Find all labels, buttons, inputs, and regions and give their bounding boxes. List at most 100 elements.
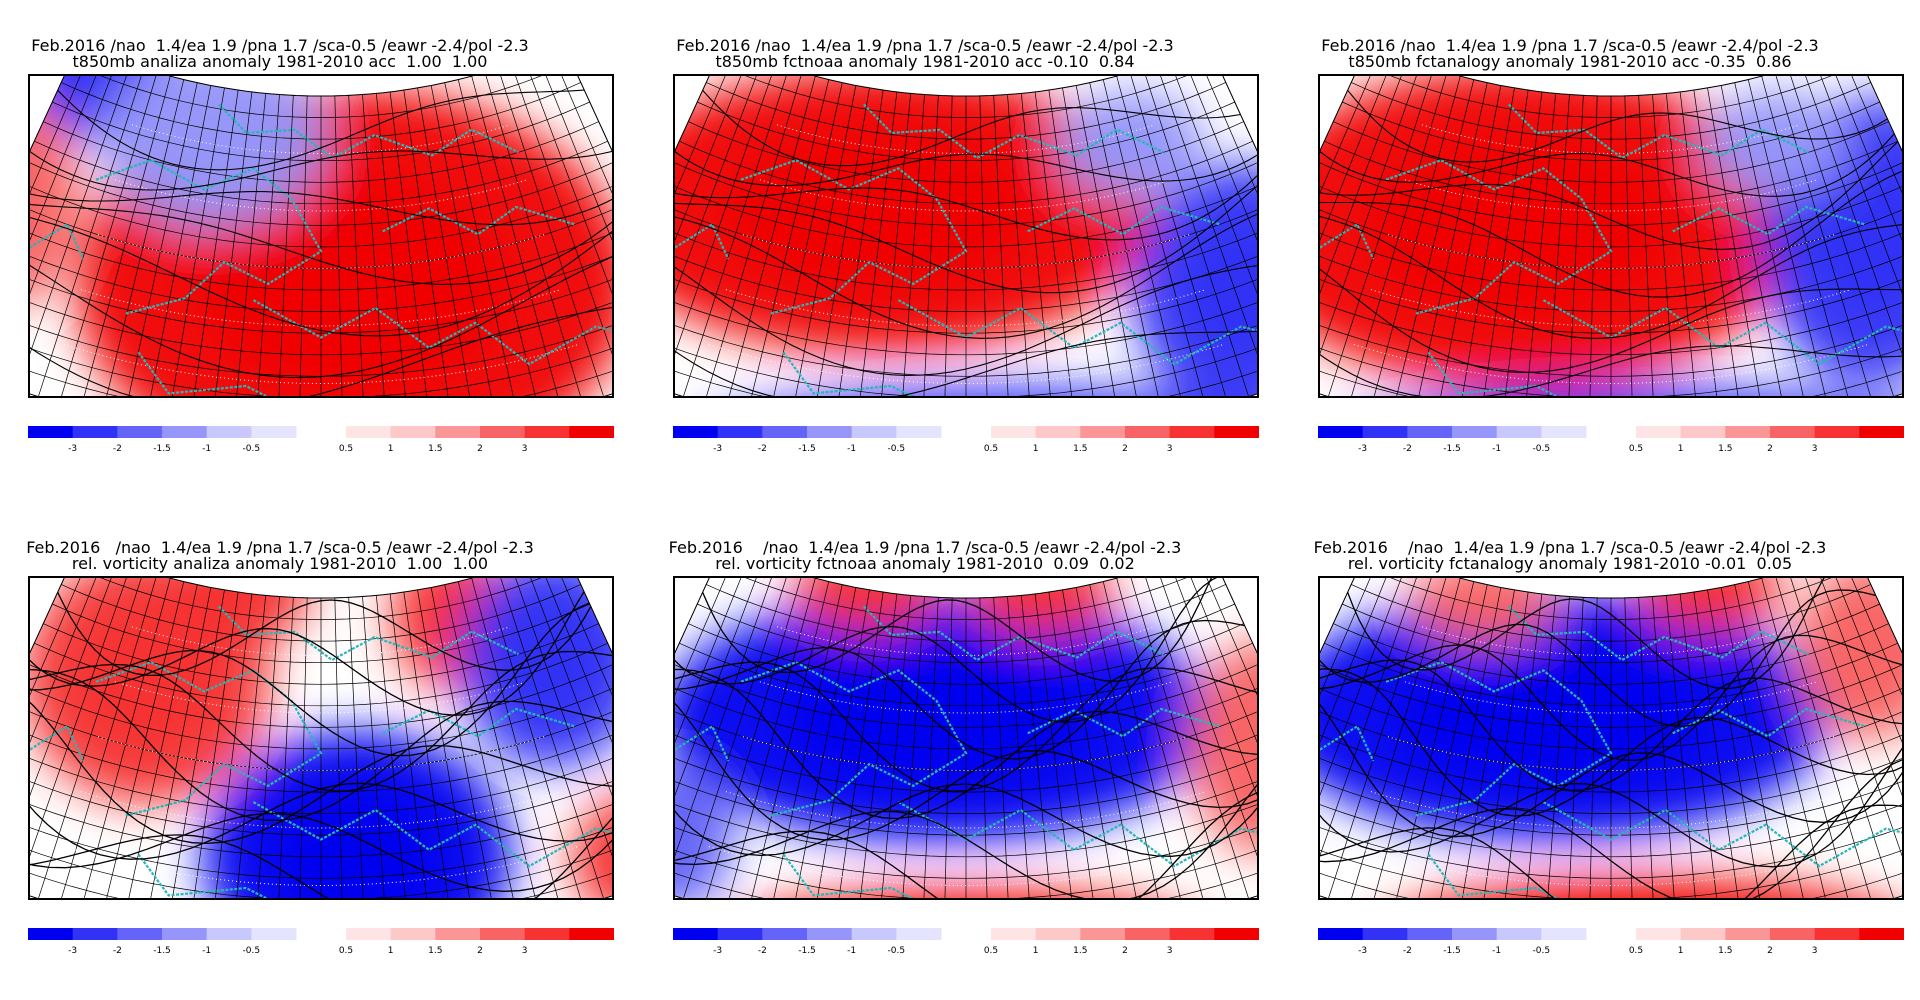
legend-swatch-negative bbox=[807, 928, 853, 940]
anomaly-core bbox=[1365, 138, 1673, 318]
legend-swatch-positive bbox=[435, 928, 481, 940]
panel-title-line1: Feb.2016 /nao 1.4/ea 1.9 /pna 1.7 /sca-0… bbox=[1321, 36, 1819, 55]
legend-swatch-positive bbox=[1125, 426, 1171, 438]
legend-swatch-positive bbox=[1214, 928, 1259, 940]
anomaly-core bbox=[1735, 113, 1818, 174]
legend-swatch-negative bbox=[28, 928, 74, 940]
dotted-graticule bbox=[1353, 124, 1869, 385]
legend-tick-label: -1 bbox=[202, 444, 211, 454]
legend-tick-label: 0.5 bbox=[339, 946, 353, 956]
legend-tick-label: 1 bbox=[1033, 444, 1039, 454]
legend-tick-label: 1 bbox=[388, 444, 394, 454]
legend-swatch-negative bbox=[851, 426, 897, 438]
map-panel-vort-analiza: Feb.2016 /nao 1.4/ea 1.9 /pna 1.7 /sca-0… bbox=[0, 540, 614, 1000]
legend-swatch-positive bbox=[1814, 928, 1860, 940]
legend-swatch-positive bbox=[1725, 928, 1771, 940]
legend-swatch-negative bbox=[1362, 426, 1408, 438]
legend-swatch-positive bbox=[1080, 928, 1126, 940]
legend-swatch-positive bbox=[1080, 426, 1126, 438]
legend-tick-label: -1.5 bbox=[153, 444, 171, 454]
legend-swatch-negative bbox=[117, 426, 163, 438]
legend-tick-label: 1.5 bbox=[1073, 946, 1087, 956]
legend-swatch-positive bbox=[1814, 426, 1860, 438]
legend-swatch-negative bbox=[1452, 426, 1498, 438]
legend-swatch-negative bbox=[206, 928, 252, 940]
contour-lines bbox=[1320, 578, 1902, 898]
legend-swatch-negative bbox=[1362, 928, 1408, 940]
legend-swatch-positive bbox=[1770, 426, 1816, 438]
panel-title-line1: Feb.2016 /nao 1.4/ea 1.9 /pna 1.7 /sca-0… bbox=[26, 538, 534, 557]
legend-swatch-positive bbox=[1680, 426, 1726, 438]
legend-swatch-negative bbox=[72, 928, 118, 940]
panel-title-line2: rel. vorticity fctnoaa anomaly 1981-2010… bbox=[715, 554, 1135, 573]
legend-swatch-negative bbox=[1452, 928, 1498, 940]
legend-tick-label: 1.5 bbox=[1718, 444, 1732, 454]
legend-tick-label: 0.5 bbox=[984, 444, 998, 454]
anomaly-core bbox=[722, 131, 1030, 291]
legend-tick-label: 2 bbox=[1122, 444, 1128, 454]
color-legend: -3 -2 -1.5 -1 -0.5 0.5 1 1.5 2 3 bbox=[28, 922, 614, 962]
legend-swatch-negative bbox=[1541, 928, 1587, 940]
legend-swatch-negative bbox=[1541, 426, 1587, 438]
legend-swatch-negative bbox=[673, 928, 719, 940]
legend-swatch-positive bbox=[569, 928, 614, 940]
color-legend: -3 -2 -1.5 -1 -0.5 0.5 1 1.5 2 3 bbox=[673, 922, 1259, 962]
domain-outline bbox=[1320, 76, 1902, 396]
legend-swatch-positive bbox=[991, 426, 1037, 438]
legend-tick-label: -1.5 bbox=[798, 444, 816, 454]
legend-swatch-positive bbox=[1636, 928, 1682, 940]
anomaly-core bbox=[1397, 646, 1705, 786]
legend-tick-label: -2 bbox=[1403, 444, 1412, 454]
legend-tick-label: -2 bbox=[113, 946, 122, 956]
legend-tick-label: -0.5 bbox=[888, 946, 906, 956]
domain-outline bbox=[30, 76, 612, 396]
contour-lines bbox=[675, 578, 1257, 898]
legend-swatch-negative bbox=[717, 426, 763, 438]
legend-tick-label: -1.5 bbox=[153, 946, 171, 956]
legend-swatch-positive bbox=[1859, 928, 1904, 940]
legend-swatch-negative bbox=[1318, 928, 1364, 940]
legend-tick-label: 0.5 bbox=[1629, 444, 1643, 454]
anomaly-map bbox=[673, 74, 1259, 398]
anomaly-blob bbox=[1188, 638, 1257, 855]
anomaly-core bbox=[675, 800, 706, 880]
legend-tick-label: -2 bbox=[758, 444, 767, 454]
legend-tick-label: 1 bbox=[1033, 946, 1039, 956]
legend-swatch-positive bbox=[1770, 928, 1816, 940]
color-legend: -3 -2 -1.5 -1 -0.5 0.5 1 1.5 2 3 bbox=[673, 420, 1259, 460]
legend-tick-label: -3 bbox=[713, 444, 722, 454]
coastlines bbox=[30, 605, 612, 898]
legend-swatch-positive bbox=[991, 928, 1037, 940]
anomaly-core bbox=[500, 602, 603, 721]
legend-tick-label: 3 bbox=[522, 444, 528, 454]
legend-swatch-negative bbox=[1496, 426, 1542, 438]
anomaly-core bbox=[1222, 687, 1257, 807]
legend-tick-label: -3 bbox=[68, 444, 77, 454]
contour-lines bbox=[30, 89, 612, 396]
legend-swatch-positive bbox=[390, 928, 436, 940]
anomaly-core bbox=[1809, 161, 1902, 320]
legend-tick-label: -3 bbox=[1358, 946, 1367, 956]
domain-outline bbox=[675, 76, 1257, 396]
legend-tick-label: 2 bbox=[477, 946, 483, 956]
legend-swatch-positive bbox=[1636, 426, 1682, 438]
anomaly-blob bbox=[675, 768, 734, 898]
legend-swatch-negative bbox=[206, 426, 252, 438]
legend-swatch-negative bbox=[851, 928, 897, 940]
legend-swatch-positive bbox=[346, 426, 392, 438]
map-panel-vort-fctanalogy: Feb.2016 /nao 1.4/ea 1.9 /pna 1.7 /sca-0… bbox=[1290, 540, 1904, 1000]
legend-tick-label: -1 bbox=[202, 946, 211, 956]
legend-swatch-positive bbox=[480, 426, 526, 438]
legend-tick-label: -0.5 bbox=[888, 444, 906, 454]
dotted-graticule bbox=[63, 124, 579, 385]
legend-tick-label: -1.5 bbox=[798, 946, 816, 956]
legend-tick-label: 2 bbox=[1767, 946, 1773, 956]
color-legend: -3 -2 -1.5 -1 -0.5 0.5 1 1.5 2 3 bbox=[1318, 420, 1904, 460]
anomaly-core bbox=[1181, 220, 1257, 359]
legend-tick-label: 3 bbox=[522, 946, 528, 956]
legend-tick-label: -0.5 bbox=[1533, 946, 1551, 956]
dotted-graticule bbox=[1353, 626, 1869, 887]
legend-tick-label: 1.5 bbox=[1073, 444, 1087, 454]
anomaly-map bbox=[28, 74, 614, 398]
panel-title-line2: rel. vorticity analiza anomaly 1981-2010… bbox=[71, 554, 489, 573]
